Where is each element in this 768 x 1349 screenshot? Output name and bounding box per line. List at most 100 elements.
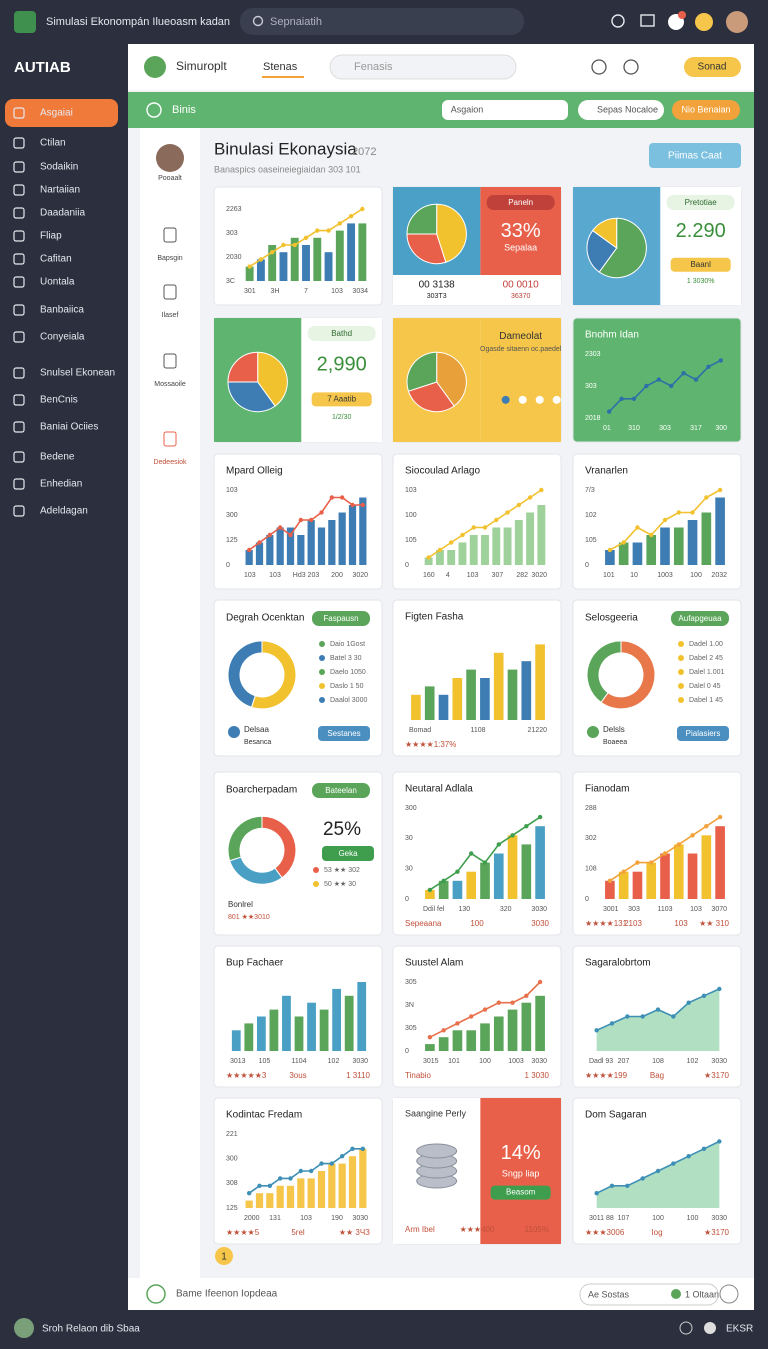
card-footer: 1 3030 — [525, 1071, 550, 1080]
y-label: 102 — [585, 512, 597, 519]
avatar[interactable] — [726, 11, 748, 33]
y-label: 0 — [585, 896, 589, 903]
line-point — [621, 540, 626, 545]
x-label: 2000 — [244, 1215, 260, 1222]
area-point — [640, 1176, 645, 1181]
x-label: Bomad — [409, 727, 431, 734]
search-box[interactable] — [240, 8, 524, 35]
emoji-icon[interactable] — [695, 13, 713, 31]
footer-select[interactable] — [579, 1283, 719, 1306]
toolbar-action[interactable] — [672, 100, 740, 120]
rail-icon[interactable] — [163, 353, 177, 369]
nav-item[interactable]: Banbaiica — [40, 305, 84, 316]
header-button[interactable] — [684, 57, 741, 77]
user-icon[interactable] — [611, 14, 625, 28]
line-point — [427, 1035, 433, 1040]
x-label: 1103 — [657, 906, 672, 913]
line-point — [676, 510, 681, 515]
header-icon[interactable] — [591, 59, 607, 75]
card-button[interactable] — [322, 846, 374, 861]
nav-item[interactable]: Sodaikin — [40, 162, 78, 173]
bottom-icon[interactable] — [704, 1322, 716, 1334]
bar — [302, 245, 310, 281]
card-footer-bar — [393, 275, 561, 305]
toolbar-group[interactable] — [442, 100, 568, 120]
nav-item[interactable]: Daadaniia — [40, 208, 85, 219]
bar — [317, 1171, 326, 1208]
header-tab[interactable]: Stenas — [263, 61, 298, 73]
nav-item[interactable]: Ctilan — [40, 138, 66, 149]
legend-dot — [678, 683, 684, 689]
header-icon[interactable] — [623, 59, 639, 75]
x-label: 310 — [628, 425, 640, 432]
pager-dot[interactable] — [215, 1247, 233, 1265]
nav-item[interactable]: Bedene — [40, 452, 75, 463]
card: Saangine Perly 14% Sngp liap Beasom Arm Ibel… — [392, 1097, 562, 1245]
nav-item[interactable]: Uontala — [40, 277, 75, 288]
area-point — [594, 1191, 599, 1196]
line-point — [455, 1021, 460, 1026]
pie-slice — [586, 229, 618, 273]
toolbar-search[interactable] — [578, 100, 664, 120]
rail-icon[interactable] — [163, 431, 177, 447]
card-footer: ★★ 3ЧЗ — [339, 1228, 370, 1237]
nav-active[interactable] — [5, 99, 118, 127]
y-label: 303 — [585, 383, 597, 390]
badge — [307, 326, 376, 341]
y-label: 0 — [405, 896, 409, 903]
nav-item[interactable]: BenCnis — [40, 395, 78, 406]
rail-icon[interactable] — [163, 227, 177, 243]
x-label: 317 — [690, 425, 702, 432]
line-point — [662, 851, 668, 856]
area-point — [625, 1014, 630, 1019]
nav-item[interactable]: Cafitan — [40, 254, 72, 265]
line-point — [681, 371, 686, 376]
card-button[interactable] — [670, 257, 731, 272]
nav-item[interactable]: Conyeiala — [40, 332, 85, 343]
nav-item[interactable]: Asgaiai — [40, 108, 73, 119]
nav-item[interactable]: Fliap — [40, 231, 62, 242]
y-label: 0 — [585, 562, 589, 569]
card-button[interactable] — [490, 1185, 551, 1200]
nav-item[interactable]: Nartaiian — [40, 185, 80, 196]
nav-item[interactable]: Enhedian — [40, 479, 82, 490]
card-footer: ★★★★199 — [585, 1071, 628, 1080]
app-logo — [14, 11, 36, 33]
badge — [312, 783, 370, 798]
bottom-icon[interactable] — [679, 1321, 693, 1335]
card-button[interactable] — [677, 726, 729, 741]
rail-icon[interactable] — [163, 284, 177, 300]
line-point — [690, 510, 695, 515]
rail-avatar[interactable] — [156, 144, 184, 172]
badge-text: Aufapgeuaa — [678, 614, 722, 623]
card-title: Mpard Olleig — [226, 466, 283, 477]
x-label: Hd3 203 — [293, 572, 320, 579]
line-point — [448, 540, 454, 545]
x-label: 21220 — [528, 727, 548, 734]
nav-item[interactable]: Adeldagan — [40, 506, 88, 517]
y-label: 288 — [585, 805, 597, 812]
line-point — [350, 1146, 355, 1152]
legend-dot — [678, 669, 684, 675]
card-bg — [213, 771, 383, 936]
bar — [328, 520, 336, 565]
line-point — [649, 860, 654, 865]
area-point — [640, 1014, 645, 1019]
card-button[interactable] — [311, 392, 372, 407]
nav-item[interactable]: Snulsel Ekonean — [40, 368, 115, 379]
x-label: 307 — [492, 572, 504, 579]
card-button[interactable] — [318, 726, 370, 741]
app-title: Simulasi Ekonompán Ilueoasm kadan — [46, 16, 230, 28]
area-point — [609, 1021, 615, 1026]
bar — [307, 520, 315, 565]
line-point — [257, 540, 262, 545]
bar — [521, 1002, 532, 1051]
legend-dot — [319, 641, 325, 647]
card-right — [480, 1098, 561, 1244]
page-button[interactable] — [649, 143, 741, 168]
nav-item[interactable]: Baniai Ociies — [40, 422, 98, 433]
chat-icon[interactable] — [640, 14, 655, 27]
footer-more[interactable] — [719, 1284, 739, 1304]
x-label: 3030 — [711, 1215, 727, 1222]
header-search[interactable] — [329, 54, 517, 80]
